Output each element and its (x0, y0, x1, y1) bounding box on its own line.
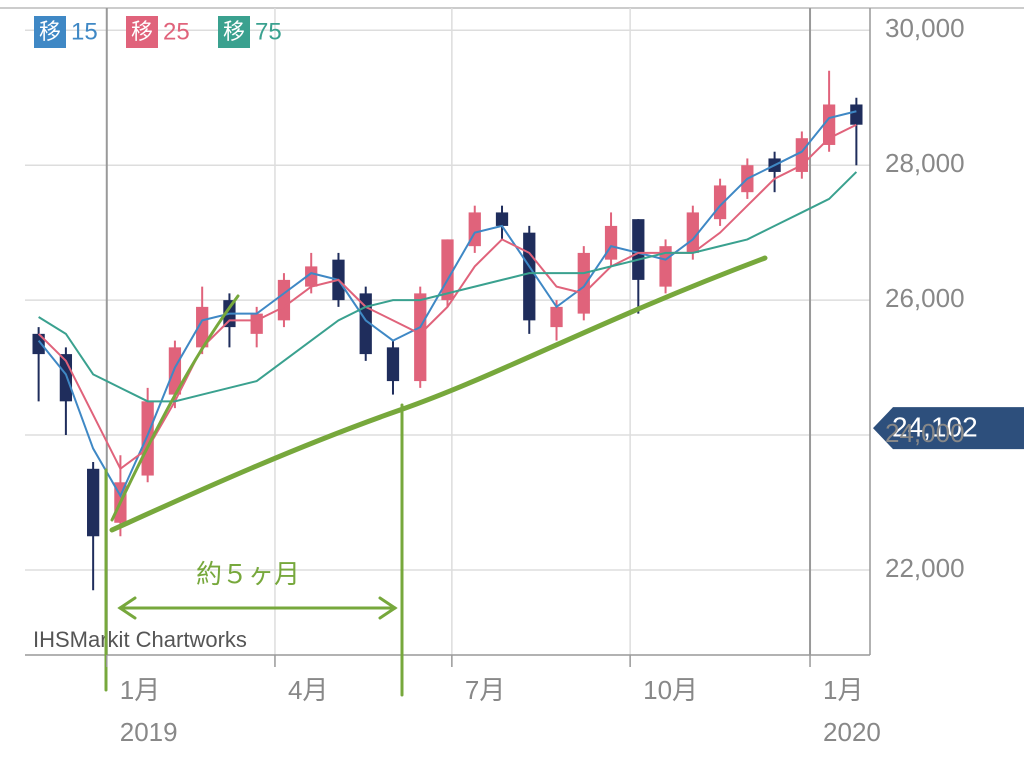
candle-body (87, 468, 100, 537)
source: IHSMarkit Chartworks (33, 627, 247, 652)
candle-body (141, 401, 154, 476)
marks (32, 70, 863, 591)
candle-body (32, 333, 45, 355)
x-tick-label: 1月 (823, 675, 863, 705)
year-label: 2020 (823, 717, 881, 747)
y-tick-label: 24,000 (885, 418, 965, 448)
trend-line-steep (110, 294, 240, 522)
year-label: 2019 (120, 717, 178, 747)
legend-label: 25 (163, 18, 190, 45)
x-tick-label: 7月 (465, 675, 505, 705)
legend-prefix: 移 (223, 19, 245, 44)
candle-body (168, 347, 182, 395)
candle-body (277, 279, 291, 321)
candle-body (550, 306, 563, 328)
annotation-lines (104, 255, 768, 697)
candle-body (250, 313, 263, 334)
candle-body (305, 266, 318, 287)
arrow-head (117, 596, 137, 620)
arrow-head (378, 596, 398, 620)
last-price-flag: 24,102 (873, 407, 1024, 450)
y-tick-label: 22,000 (885, 553, 965, 583)
candle-body (850, 104, 863, 125)
candle-body (632, 219, 645, 280)
y-tick-label: 30,000 (885, 13, 965, 43)
grid (25, 8, 870, 655)
annotation-text: 約５ヶ月 (196, 559, 300, 589)
trend-line (109, 255, 768, 533)
candle-body (386, 347, 400, 382)
price-flag (873, 407, 1024, 450)
candle-body (604, 225, 618, 260)
y-tick-label: 26,000 (885, 283, 965, 313)
x-tick-label: 1月 (120, 675, 160, 705)
candle-body (822, 104, 836, 145)
legend-swatch (126, 16, 158, 48)
candle-body (523, 232, 536, 321)
legend-prefix: 移 (39, 19, 61, 44)
legend-label: 15 (71, 18, 98, 45)
moving-average (38, 171, 858, 403)
y-tick-label: 28,000 (885, 148, 965, 178)
legend: 移 15 移 25 移 75 (34, 16, 282, 48)
candle-body (495, 212, 509, 226)
candle-body (577, 252, 590, 314)
candle-body (441, 239, 454, 301)
moving-average (37, 110, 857, 498)
legend-swatch (218, 16, 250, 48)
candle-body (196, 306, 209, 348)
x-tick-label: 4月 (288, 675, 328, 705)
legend-label: 75 (255, 18, 282, 45)
legend-prefix: 移 (131, 19, 153, 44)
x-tick-label: 10月 (643, 675, 698, 705)
price-flag-label: 24,102 (892, 412, 978, 443)
legend-swatch (34, 16, 66, 48)
candle-body (414, 293, 427, 382)
